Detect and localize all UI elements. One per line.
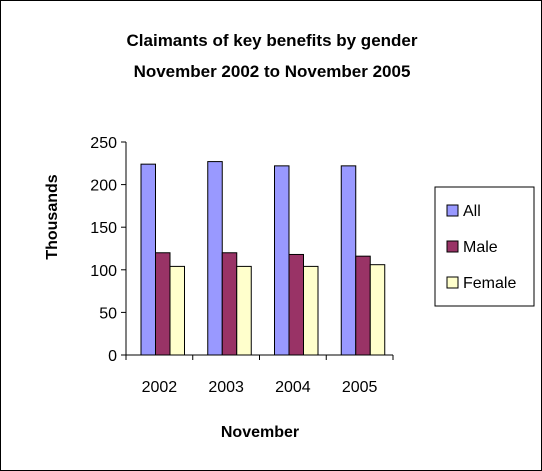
x-tick-label: 2003	[208, 379, 244, 396]
bars-group	[140, 161, 386, 356]
legend-label-female: Female	[463, 275, 516, 292]
chart-title: Claimants of key benefits by gender	[127, 31, 418, 50]
bar-female-2003	[236, 265, 252, 356]
bar-all-2002	[140, 163, 156, 356]
bar-male-2005	[355, 255, 371, 356]
y-tick-label: 200	[90, 178, 117, 195]
x-tick-label: 2005	[342, 379, 378, 396]
bar-all-2003	[207, 161, 223, 356]
bar-female-2002	[169, 265, 185, 356]
legend-label-male: Male	[463, 239, 498, 256]
y-tick-label: 150	[90, 220, 117, 237]
x-axis-title: November	[221, 424, 299, 441]
y-axis: 0 50 100 150 200 250	[90, 135, 127, 365]
legend: All Male Female	[434, 186, 535, 307]
bar-male-2003	[221, 252, 238, 356]
bar-female-2004	[303, 265, 319, 356]
legend-swatch-male	[446, 240, 459, 253]
legend-label-all: All	[463, 203, 481, 220]
y-tick-label: 100	[90, 263, 117, 280]
x-tick-label: 2002	[142, 379, 178, 396]
y-tick-label: 250	[90, 135, 117, 152]
y-tick-label: 0	[108, 348, 117, 365]
legend-swatch-all	[446, 204, 459, 217]
x-tick-label: 2004	[275, 379, 311, 396]
bar-female-2005	[369, 264, 386, 356]
chart-subtitle: November 2002 to November 2005	[134, 62, 411, 81]
y-tick-label: 50	[99, 305, 117, 322]
bar-all-2004	[274, 165, 290, 356]
x-axis: 2002 2003 2004 2005	[125, 354, 394, 396]
legend-swatch-female	[446, 276, 459, 289]
bar-male-2002	[155, 252, 171, 356]
y-axis-title: Thousands	[44, 174, 61, 259]
bar-all-2005	[340, 165, 357, 356]
bar-male-2004	[288, 253, 304, 356]
